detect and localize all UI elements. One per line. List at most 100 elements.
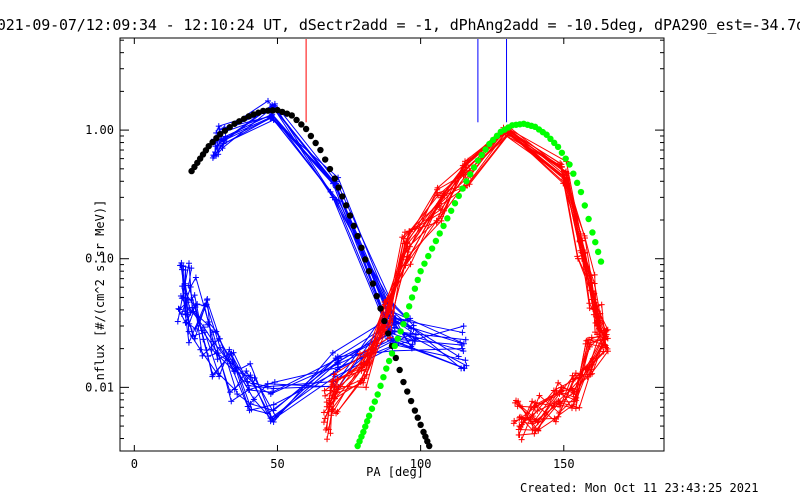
black-model-point (317, 146, 324, 154)
black-model-point (307, 132, 315, 140)
green-model-point (463, 178, 470, 185)
x-tick-label: 50 (270, 457, 284, 471)
blue-peak-line (212, 116, 411, 344)
black-model-point (226, 124, 233, 131)
black-model-point (236, 118, 243, 125)
black-model-point (354, 232, 361, 240)
green-model-point (467, 171, 474, 178)
green-model-point (400, 320, 407, 328)
black-model-point (259, 107, 267, 115)
green-model-point (436, 230, 443, 237)
green-model-point (363, 418, 371, 425)
green-model-point (377, 382, 384, 390)
black-model-point (407, 397, 415, 405)
green-model-point (486, 140, 493, 148)
green-model-point (397, 328, 404, 335)
x-tick-label: 100 (410, 457, 432, 471)
green-model-point (440, 222, 447, 230)
green-model-point (478, 151, 485, 159)
black-model-point (381, 317, 388, 325)
green-model-point (411, 285, 419, 292)
blue-flux-line (181, 269, 467, 418)
black-model-point (221, 127, 229, 134)
black-model-point (411, 407, 419, 414)
green-model-point (470, 164, 478, 171)
blue-flux-line (180, 265, 462, 419)
black-model-point (217, 130, 224, 138)
green-model-point (592, 238, 599, 246)
black-model-point (342, 202, 350, 209)
green-model-point (365, 412, 373, 420)
green-model-point (432, 237, 440, 245)
black-model-point (298, 121, 305, 128)
green-model-point (388, 350, 396, 357)
black-model-point (302, 125, 310, 133)
black-model-point (326, 165, 334, 173)
green-model-point (594, 248, 602, 256)
black-model-point (417, 421, 424, 429)
green-model-point (547, 135, 554, 143)
blue-peak-line (215, 115, 416, 339)
green-model-point (421, 260, 428, 267)
black-model-point (365, 267, 373, 275)
black-model-point (400, 378, 407, 386)
green-model-point (394, 335, 401, 342)
green-model-point (566, 161, 573, 168)
green-model-point (451, 200, 459, 207)
x-axis-title: PA [deg] (366, 465, 424, 479)
axis-layer: PA [deg] nflux [#/(cm^2 s sr MeV)] 0 50 10… (85, 37, 665, 479)
green-model-point (558, 149, 566, 156)
green-model-point (577, 188, 585, 196)
green-model-point (405, 303, 413, 310)
green-model-point (597, 258, 605, 265)
black-model-point (358, 244, 365, 251)
black-model-point (331, 175, 338, 182)
black-model-point (404, 388, 411, 395)
green-model-point (368, 405, 376, 412)
black-model-point (350, 222, 358, 230)
green-model-point (554, 143, 562, 151)
green-model-point (570, 170, 577, 177)
black-model-point (335, 184, 342, 191)
black-model-point (213, 134, 220, 142)
green-model-point (455, 192, 463, 200)
y-axis-title: nflux [#/(cm^2 s sr MeV)] (93, 200, 107, 381)
green-model-point (362, 423, 369, 430)
green-model-point (493, 132, 501, 140)
created-timestamp: Created: Mon Oct 11 23:43:25 2021 (520, 481, 759, 495)
red-flux-line (324, 128, 602, 424)
red-flux-line (328, 128, 601, 430)
green-model-point (428, 245, 436, 252)
green-model-point (562, 155, 569, 162)
green-model-point (444, 215, 451, 222)
green-model-point (403, 312, 410, 319)
plot-frame (119, 37, 665, 452)
green-model-point (573, 179, 581, 187)
black-model-point (362, 256, 369, 263)
black-model-point (414, 414, 421, 421)
green-model-point (489, 136, 497, 144)
green-model-point (408, 294, 416, 301)
black-model-point (377, 305, 384, 312)
blue-flux-line (178, 304, 465, 388)
black-model-point (312, 139, 319, 147)
y-tick-label: 0.01 (85, 380, 114, 394)
green-model-point (581, 202, 588, 209)
green-model-point (543, 131, 550, 138)
black-model-point (369, 280, 377, 287)
green-model-point (371, 398, 379, 405)
green-model-point (417, 267, 424, 275)
black-model-point (321, 156, 329, 163)
x-tick-label: 0 (131, 457, 138, 471)
green-model-point (360, 428, 367, 436)
green-model-point (383, 365, 390, 372)
blue-flux-line (180, 265, 462, 389)
green-model-point (374, 391, 381, 398)
black-model-point (339, 193, 346, 200)
y-tick-label: 0.10 (85, 252, 114, 266)
green-model-point (425, 252, 432, 260)
black-model-point (293, 116, 300, 124)
green-model-point (459, 185, 466, 192)
y-tick-label: 1.00 (85, 123, 114, 137)
